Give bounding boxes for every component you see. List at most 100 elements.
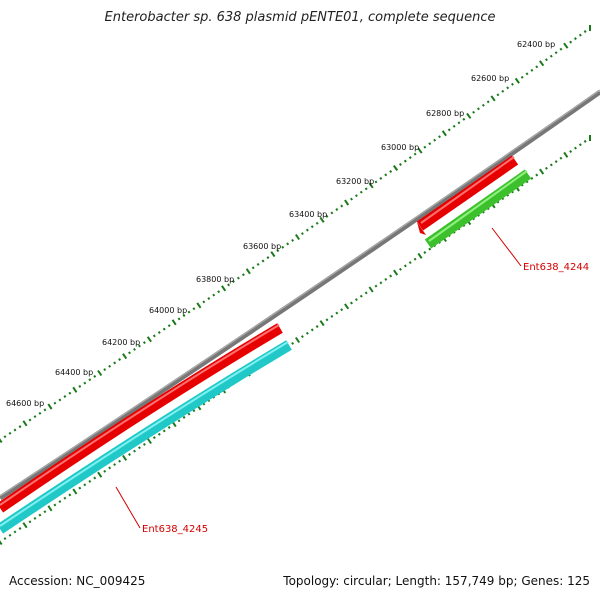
tick-minor — [447, 128, 451, 132]
gene-ent638-4244[interactable] — [416, 155, 532, 249]
sequence-backbone-highlight — [0, 89, 600, 497]
tick-minor — [18, 425, 22, 429]
tick-minor — [335, 311, 339, 315]
tick-label: 63000 bp — [381, 143, 419, 152]
tick-minor — [103, 469, 107, 473]
tick-major — [0, 438, 3, 444]
tick-minor — [350, 197, 353, 201]
tick-minor — [33, 415, 37, 419]
tick-label: 63600 bp — [243, 242, 281, 251]
topology-stats: Topology: circular; Length: 157,749 bp; … — [283, 574, 590, 588]
tick-minor — [58, 500, 62, 504]
tick-minor — [510, 82, 514, 86]
tick-minor — [8, 533, 12, 537]
tick-minor — [281, 245, 285, 249]
tick-major — [122, 454, 128, 461]
gene-label-ent638-4244[interactable]: Ent638_4244 — [523, 262, 589, 273]
tick-minor — [476, 107, 480, 111]
gene-ent638-4245[interactable] — [0, 323, 292, 534]
tick-minor — [177, 317, 181, 321]
gene-ent638-4244-arrowhead — [417, 222, 426, 235]
tick-major — [72, 488, 78, 495]
tick-minor — [544, 58, 548, 62]
tick-minor — [13, 530, 17, 534]
tick-minor — [38, 513, 42, 517]
tick-minor — [78, 384, 82, 388]
tick-minor — [3, 537, 7, 541]
tick-minor — [496, 93, 500, 97]
tick-minor — [182, 415, 186, 419]
tick-major — [122, 353, 128, 360]
tick-major — [294, 233, 301, 241]
tick-minor — [428, 247, 432, 251]
tick-major — [171, 319, 177, 326]
tick-major — [417, 147, 423, 154]
tick-minor — [167, 324, 171, 328]
tick-minor — [162, 327, 166, 331]
gene-ent638-4245-orf[interactable] — [0, 340, 292, 534]
tick-minor — [389, 274, 393, 278]
leader-line-4244 — [491, 227, 522, 267]
tick-label: 64000 bp — [149, 306, 187, 315]
tick-minor — [354, 194, 358, 198]
tick-minor — [403, 159, 407, 163]
tick-minor — [413, 257, 417, 261]
tick-minor — [340, 204, 344, 208]
tick-minor — [217, 290, 221, 294]
tick-major — [47, 403, 53, 410]
tick-minor — [8, 431, 12, 435]
tick-minor — [583, 139, 587, 143]
tick-minor — [192, 409, 196, 413]
tick-minor — [544, 166, 548, 170]
tick-minor — [569, 150, 573, 153]
gene-ent638-4244-shine — [420, 156, 515, 224]
tick-minor — [472, 110, 476, 114]
tick-minor — [310, 328, 314, 332]
tick-minor — [578, 33, 582, 37]
tick-minor — [350, 301, 353, 305]
gene-ent638-4245-feature[interactable] — [0, 323, 283, 513]
tick-minor — [133, 347, 136, 351]
tick-major — [490, 95, 496, 102]
tick-minor — [207, 297, 211, 300]
tick-minor — [340, 308, 344, 312]
tick-minor — [177, 419, 181, 423]
gene-label-ent638-4245[interactable]: Ent638_4245 — [142, 524, 208, 535]
tick-minor — [413, 152, 417, 156]
tick-minor — [43, 408, 47, 412]
tick-labels: 62400 bp 62600 bp 62800 bp 63000 bp 6320… — [6, 40, 555, 408]
tick-major — [538, 60, 545, 67]
tick-minor — [549, 163, 553, 167]
gene-ent638-4244-orf[interactable] — [424, 169, 532, 249]
tick-minor — [300, 335, 304, 339]
tick-major — [368, 286, 374, 293]
tick-label: 62600 bp — [471, 74, 509, 83]
tick-minor — [103, 368, 107, 372]
tick-major — [319, 320, 325, 327]
tick-minor — [481, 103, 485, 107]
tick-minor — [525, 72, 529, 76]
tick-minor — [53, 503, 57, 507]
tick-minor — [28, 520, 32, 524]
gene-ent638-4244-feature[interactable] — [416, 155, 519, 231]
tick-minor — [554, 51, 558, 55]
tick-minor — [68, 391, 72, 395]
tick-minor — [359, 190, 363, 194]
gene-ent638-4245-orf-shine — [0, 341, 289, 527]
tick-minor — [583, 30, 587, 33]
tick-minor — [389, 170, 393, 173]
tick-minor — [535, 173, 539, 177]
tick-major — [221, 285, 227, 292]
tick-minor — [530, 68, 534, 72]
tick-major — [563, 151, 569, 158]
tick-minor — [305, 331, 309, 335]
tick-minor — [300, 232, 304, 236]
tick-minor — [486, 100, 490, 104]
tick-minor — [549, 54, 553, 58]
tick-minor — [236, 276, 240, 280]
tick-minor — [291, 341, 295, 345]
tick-minor — [53, 401, 57, 405]
tick-label: 64200 bp — [102, 338, 140, 347]
tick-minor — [118, 358, 122, 361]
tick-minor — [305, 228, 309, 232]
